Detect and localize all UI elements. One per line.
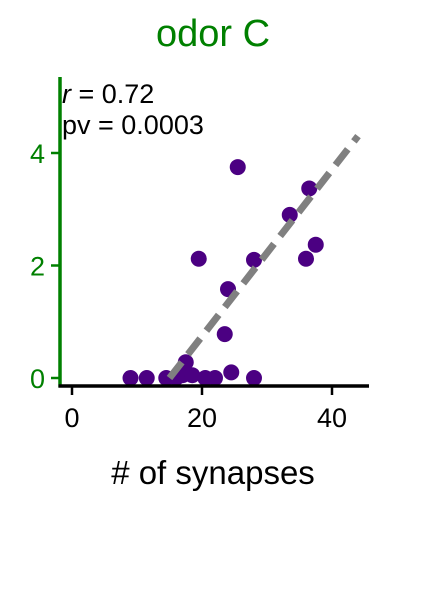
chart-title: odor C [156,13,270,55]
data-point [301,180,318,197]
points-layer [122,159,324,386]
data-point [216,326,233,343]
data-point [298,250,314,267]
x-tick-label: 0 [64,403,79,433]
data-point [190,250,207,267]
axes-layer [58,77,369,388]
data-point [122,370,139,386]
r-value: = 0.72 [71,79,154,109]
data-point [207,370,223,386]
fit-layer [166,133,361,381]
regression-line [166,133,361,381]
x-axis-label: # of synapses [111,454,315,491]
y-tick-label: 4 [30,139,45,169]
correlation-annotation: r = 0.72 [62,79,154,109]
y-tick-label: 0 [30,364,45,394]
data-point [223,364,240,381]
y-tick-label: 2 [30,252,45,282]
x-tick-label: 40 [317,403,347,433]
data-point [184,367,201,384]
data-point [281,206,298,223]
data-point [246,251,262,268]
p-value-annotation: pv = 0.0003 [62,110,204,140]
data-point [307,236,324,253]
data-point [138,370,155,386]
data-point [246,370,262,386]
x-tick-label: 20 [187,403,217,433]
r-symbol: r [62,79,72,109]
ticks-layer: 0 20 40 0 2 4 [30,139,347,433]
data-point [229,159,246,176]
